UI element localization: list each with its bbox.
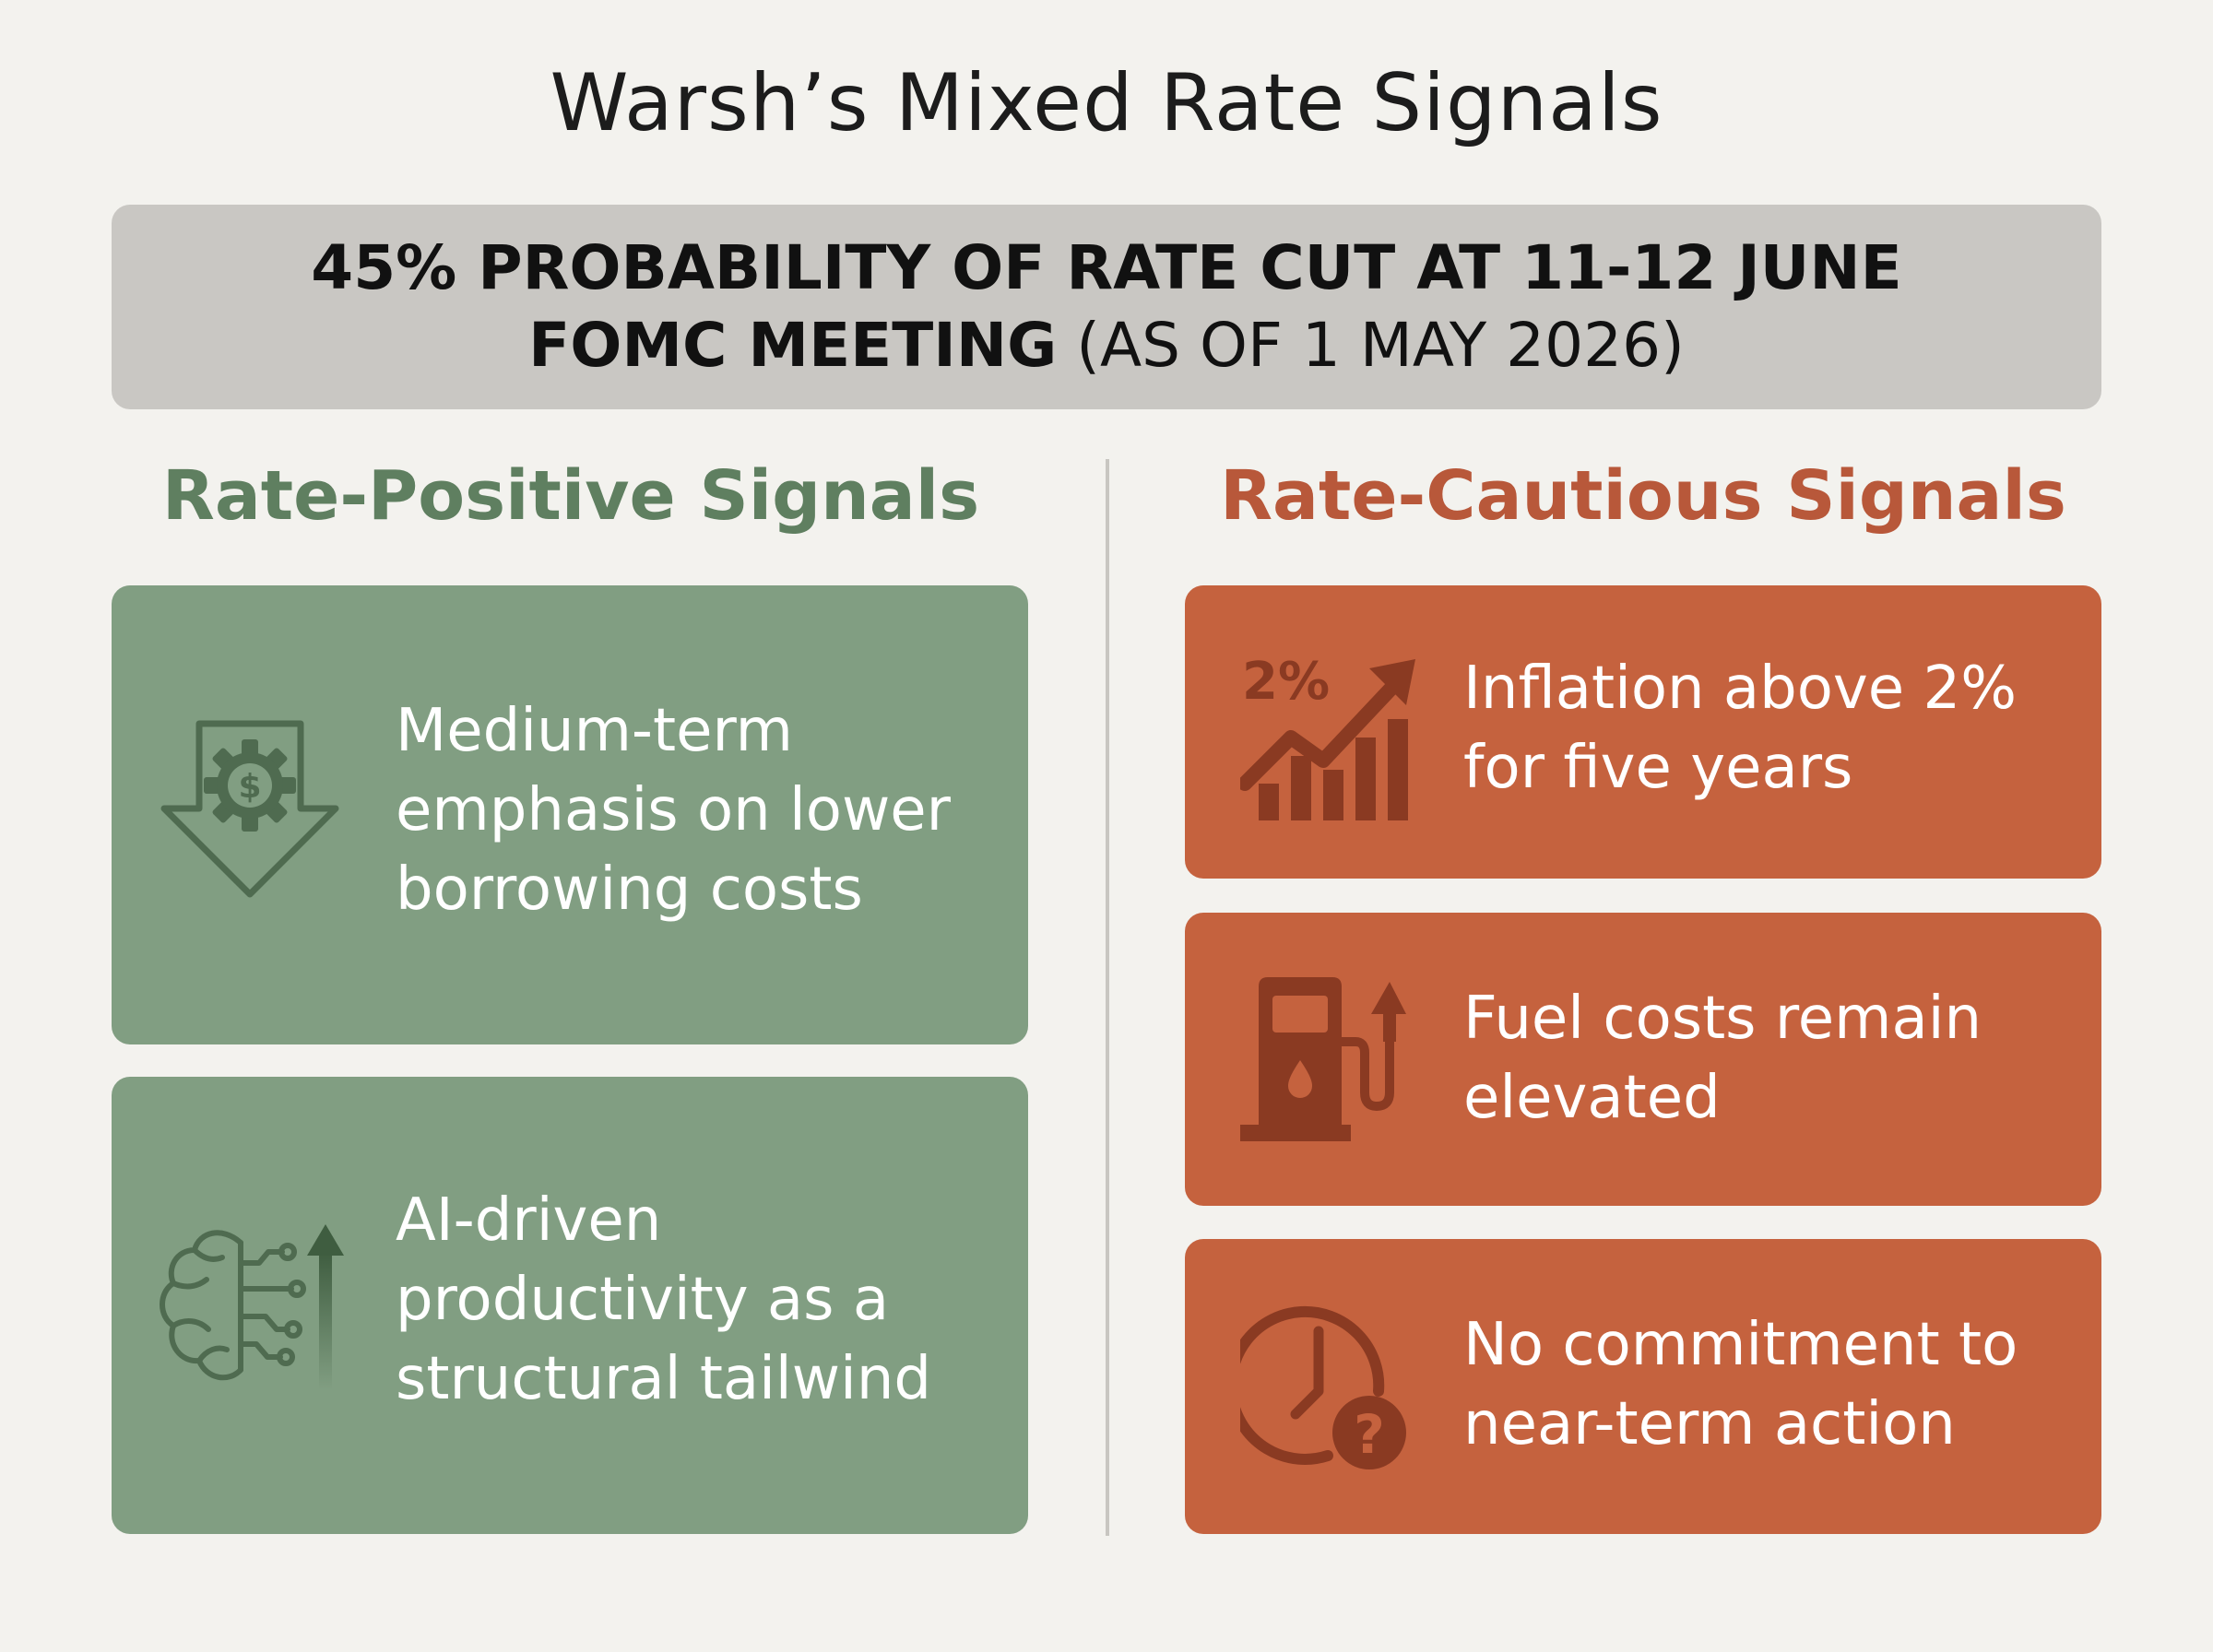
text-line: Medium-term <box>396 697 793 765</box>
banner-line-2-rest: (AS OF 1 MAY 2026) <box>1057 310 1685 381</box>
text-line: productivity as a <box>396 1266 890 1334</box>
page-title: Warsh’s Mixed Rate Signals <box>550 57 1663 149</box>
banner-line-2-bold: FOMC MEETING <box>528 310 1058 381</box>
text-line: Fuel costs remain <box>1463 985 1982 1053</box>
inflation-icon-label: 2% <box>1242 652 1330 712</box>
text-line: near-term action <box>1463 1390 1956 1458</box>
text-line: No commitment to <box>1463 1311 2018 1379</box>
clock-question-icon: ? <box>1240 1304 1406 1469</box>
cautious-signal-text: Fuel costs remain elevated <box>1463 979 1982 1138</box>
svg-text:$: $ <box>238 768 261 806</box>
cautious-signal-text: No commitment to near-term action <box>1463 1305 2018 1464</box>
positive-signal-text: AI-driven productivity as a structural t… <box>396 1181 931 1419</box>
positive-signal-text: Medium-term emphasis on lower borrowing … <box>396 691 951 929</box>
text-line: AI-driven <box>396 1186 662 1255</box>
fuel-pump-up-arrow-icon <box>1240 977 1406 1143</box>
column-divider <box>1106 459 1109 1536</box>
banner-line-1: 45% PROBABILITY OF RATE CUT AT 11-12 JUN… <box>311 232 1902 303</box>
rate-cautious-heading: Rate-Cautious Signals <box>1220 456 2066 536</box>
inflation-chart-icon: 2% <box>1240 645 1415 820</box>
rate-positive-heading: Rate-Positive Signals <box>161 456 980 536</box>
banner-line-2: FOMC MEETING (AS OF 1 MAY 2026) <box>528 307 1685 384</box>
cautious-signal-card: ? No commitment to near-term action <box>1185 1239 2101 1534</box>
text-line: elevated <box>1463 1064 1721 1132</box>
ai-brain-up-arrow-icon <box>153 1215 347 1399</box>
cautious-signal-card: Fuel costs remain elevated <box>1185 913 2101 1206</box>
cautious-signal-text: Inflation above 2% for five years <box>1463 649 2017 808</box>
clock-icon-question-mark: ? <box>1354 1403 1385 1466</box>
text-line: for five years <box>1463 734 1853 802</box>
positive-signal-card: AI-driven productivity as a structural t… <box>112 1077 1028 1534</box>
cautious-signal-card: 2% Inflation above 2% for five years <box>1185 585 2101 879</box>
text-line: emphasis on lower <box>396 776 951 844</box>
positive-signal-card: $ Medium-term emphasis on lower borrowin… <box>112 585 1028 1044</box>
text-line: borrowing costs <box>396 856 863 924</box>
text-line: Inflation above 2% <box>1463 655 2018 723</box>
dollar-gear-down-arrow-icon: $ <box>158 716 342 901</box>
probability-banner: 45% PROBABILITY OF RATE CUT AT 11-12 JUN… <box>112 205 2101 409</box>
text-line: structural tailwind <box>396 1345 931 1413</box>
